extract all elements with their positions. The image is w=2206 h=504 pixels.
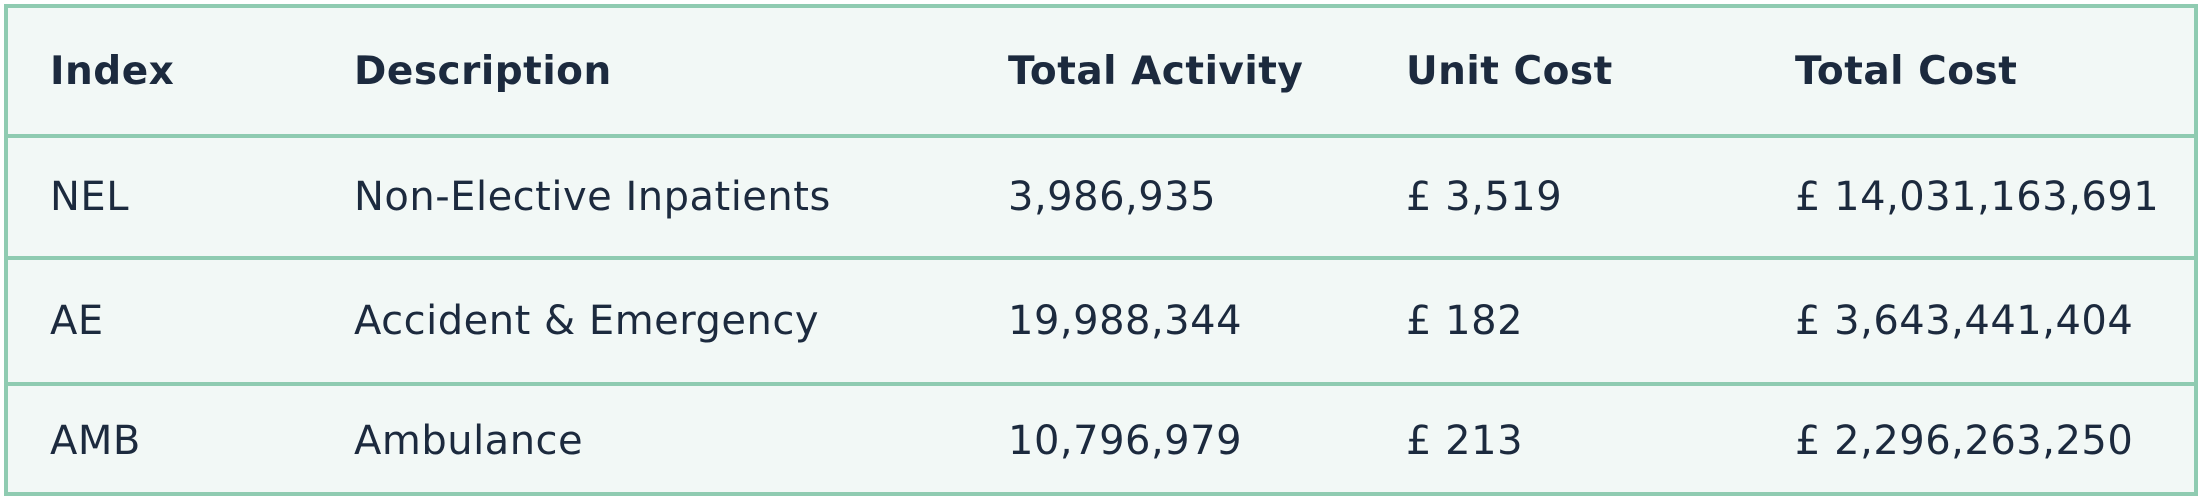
header-total-activity: Total Activity <box>1008 48 1304 94</box>
header-unit-cost: Unit Cost <box>1406 48 1613 94</box>
unit-cost-cell: £ 182 <box>1406 298 1524 344</box>
total-cost-cell: £ 3,643,441,404 <box>1795 298 2134 344</box>
table-row: AE Accident & Emergency 19,988,344 £ 182… <box>8 256 2194 382</box>
table-row: NEL Non-Elective Inpatients 3,986,935 £ … <box>8 134 2194 256</box>
unit-cost-cell: £ 3,519 <box>1406 174 1563 220</box>
total-activity-cell: 3,986,935 <box>1008 174 1217 220</box>
description-cell: Accident & Emergency <box>354 298 820 344</box>
table-header-row: Index Description Total Activity Unit Co… <box>8 8 2194 134</box>
description-cell: Non-Elective Inpatients <box>354 174 831 220</box>
total-activity-cell: 19,988,344 <box>1008 298 1243 344</box>
unit-cost-cell: £ 213 <box>1406 418 1524 464</box>
header-index: Index <box>50 48 175 94</box>
total-activity-cell: 10,796,979 <box>1008 418 1243 464</box>
cost-table: Index Description Total Activity Unit Co… <box>4 4 2198 496</box>
header-description: Description <box>354 48 612 94</box>
index-cell: AE <box>50 298 104 344</box>
total-cost-cell: £ 14,031,163,691 <box>1795 174 2160 220</box>
description-cell: Ambulance <box>354 418 584 464</box>
total-cost-cell: £ 2,296,263,250 <box>1795 418 2134 464</box>
table-row: AMB Ambulance 10,796,979 £ 213 £ 2,296,2… <box>8 382 2194 496</box>
header-total-cost: Total Cost <box>1795 48 2018 94</box>
index-cell: NEL <box>50 174 129 220</box>
index-cell: AMB <box>50 418 141 464</box>
